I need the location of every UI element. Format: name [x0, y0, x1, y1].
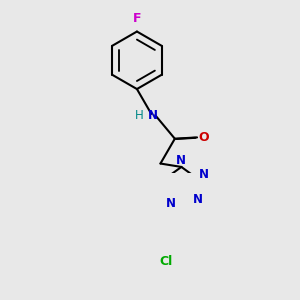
Text: H: H [135, 109, 144, 122]
Text: O: O [198, 131, 209, 144]
Text: N: N [166, 197, 176, 210]
Text: Cl: Cl [159, 255, 172, 268]
Text: F: F [133, 12, 141, 25]
Text: N: N [148, 109, 158, 122]
Text: N: N [192, 193, 203, 206]
Text: N: N [176, 154, 186, 167]
Text: N: N [199, 169, 209, 182]
